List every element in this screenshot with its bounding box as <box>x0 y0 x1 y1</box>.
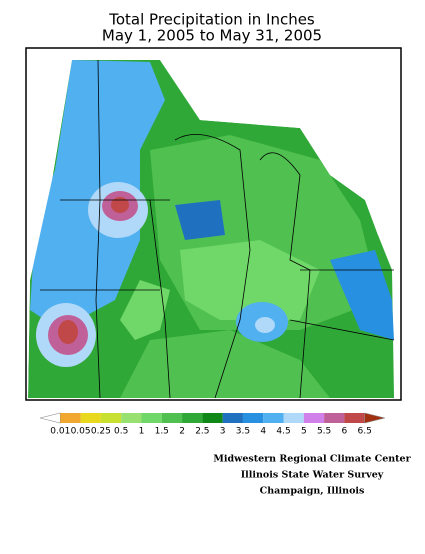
legend-swatch <box>324 413 345 423</box>
precip-field <box>180 240 320 320</box>
legend-label: 1 <box>139 427 145 437</box>
legend-swatch <box>283 413 304 423</box>
legend-swatch <box>161 413 183 423</box>
legend-label: 5 <box>301 427 307 437</box>
legend-swatch <box>303 413 325 423</box>
outside-area <box>27 49 72 398</box>
outside-area <box>160 49 400 235</box>
legend-swatch <box>202 413 223 423</box>
legend-label: 0.05 <box>71 427 91 437</box>
legend-label: 4 <box>260 427 266 437</box>
legend-label: 3.5 <box>236 427 250 437</box>
credit: Champaign, Illinois <box>260 486 365 497</box>
legend-label: 0.25 <box>91 427 111 437</box>
boundaries <box>40 59 395 399</box>
legend-label: 5.5 <box>317 427 331 437</box>
legend-swatch <box>60 413 81 423</box>
legend-label: 4.5 <box>276 427 290 437</box>
legend-swatch <box>263 413 284 423</box>
title-line: Total Precipitation in Inches <box>108 11 315 29</box>
legend-label: 3 <box>220 427 226 437</box>
map <box>25 47 402 401</box>
legend-arrow <box>364 412 386 424</box>
legend-label: 2 <box>179 427 185 437</box>
legend-swatch <box>100 413 122 423</box>
legend-swatch <box>222 413 243 423</box>
legend-label: 0.5 <box>114 427 128 437</box>
legend-label: 1.5 <box>155 427 169 437</box>
precip-field <box>58 320 78 344</box>
legend-swatch <box>344 413 365 423</box>
precip-field <box>255 317 275 333</box>
legend-swatch <box>121 413 142 423</box>
precip-field <box>175 200 225 240</box>
precip-field <box>120 280 170 340</box>
legend-swatch <box>182 413 203 423</box>
legend-arrow <box>39 412 61 424</box>
map-border <box>25 47 402 401</box>
legend-swatch <box>242 413 264 423</box>
precip-field <box>120 330 330 398</box>
credit: Illinois State Water Survey <box>241 470 384 481</box>
legend-label: 2.5 <box>195 427 209 437</box>
legend-swatch <box>141 413 162 423</box>
precip-field <box>330 250 394 340</box>
precip-field <box>111 197 129 213</box>
legend-swatch <box>80 413 101 423</box>
legend-label: 6 <box>342 427 348 437</box>
title-line: May 1, 2005 to May 31, 2005 <box>102 27 322 45</box>
credit: Midwestern Regional Climate Center <box>213 454 411 465</box>
legend-label: 6.5 <box>358 427 372 437</box>
legend-label: 0.01 <box>50 427 70 437</box>
